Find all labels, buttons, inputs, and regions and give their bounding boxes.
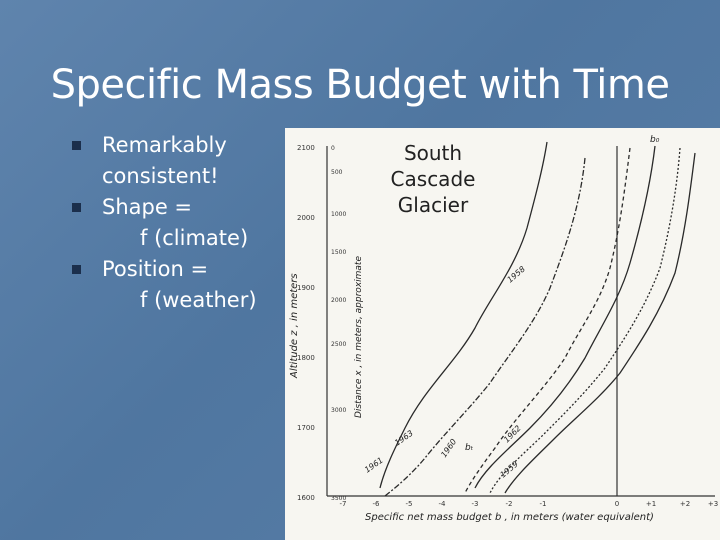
curve-1962 (504, 152, 696, 494)
curve-1960 (474, 145, 656, 489)
x-tick: -2 (506, 500, 513, 508)
x-tick: +2 (680, 500, 690, 508)
bullet-item: Shape = f (climate) (70, 192, 280, 254)
square-bullet-icon (72, 265, 81, 274)
bullet-line: f (weather) (140, 288, 257, 312)
curve-label: 1962 (502, 424, 523, 445)
x-tick: -1 (540, 500, 547, 508)
distance-tick: 1500 (331, 249, 346, 256)
curve-label: 1958 (506, 265, 527, 285)
altitude-tick: 1900 (297, 284, 315, 292)
altitude-tick: 1600 (297, 494, 315, 502)
curve-label: 1960 (439, 437, 458, 459)
square-bullet-icon (72, 141, 81, 150)
altitude-tick: 2000 (297, 214, 315, 222)
distance-tick: 3000 (331, 407, 346, 414)
x-tick: +1 (646, 500, 656, 508)
distance-ticks: 0 500 1000 1500 2000 2500 3000 3500 (331, 145, 346, 502)
bullet-line: Position = (102, 257, 209, 281)
distance-tick: 1000 (331, 211, 346, 218)
distance-tick: 2500 (331, 341, 346, 348)
curve-label: 1961 (363, 456, 385, 475)
curve-labels: 1958 1959 1960 1961 1962 1963 (363, 265, 527, 480)
curve-1959 (464, 147, 631, 494)
x-tick: -4 (439, 500, 447, 508)
bullet-line: Shape = (102, 195, 193, 219)
caption-line: South (404, 141, 462, 165)
distance-axis-label: Distance x , in meters, approximate (354, 256, 364, 418)
distance-tick: 0 (331, 145, 335, 152)
altitude-ticks: 2100 2000 1900 1800 1700 1600 (297, 144, 315, 502)
x-tick: -7 (340, 500, 347, 508)
bt-label: bₜ (465, 443, 474, 453)
curve-label: 1963 (393, 429, 415, 448)
bullet-item: Position = f (weather) (70, 254, 280, 316)
curve-1963 (384, 157, 586, 497)
distance-tick: 500 (331, 169, 343, 176)
caption-line: Glacier (398, 193, 469, 217)
bullet-line: Remarkably (102, 133, 227, 157)
figure-svg: South Cascade Glacier 2100 2000 1900 180… (289, 135, 719, 523)
mass-budget-figure: South Cascade Glacier 2100 2000 1900 180… (285, 128, 720, 540)
x-axis-label: Specific net mass budget b , in meters (… (365, 512, 654, 523)
curve-1961 (489, 147, 681, 494)
x-ticks: -7 -6 -5 -4 -3 -2 -1 0 +1 +2 +3 (340, 500, 719, 508)
bullet-item: Remarkably consistent! (70, 130, 280, 192)
x-tick: 0 (615, 500, 619, 508)
square-bullet-icon (72, 203, 81, 212)
altitude-axis-label: Altitude z , in meters (289, 273, 300, 379)
caption-line: Cascade (391, 167, 476, 191)
distance-tick: 2000 (331, 297, 346, 304)
curves (379, 141, 696, 497)
x-tick: -5 (406, 500, 413, 508)
bullet-list: Remarkably consistent! Shape = f (climat… (70, 130, 280, 316)
bullet-line: consistent! (102, 164, 219, 188)
bullet-line: f (climate) (140, 226, 249, 250)
x-tick: -6 (373, 500, 381, 508)
altitude-tick: 1700 (297, 424, 315, 432)
x-tick: +3 (708, 500, 718, 508)
x-tick: -3 (472, 500, 479, 508)
altitude-tick: 2100 (297, 144, 315, 152)
curve-1958 (379, 141, 548, 489)
distance-tick: 3500 (331, 495, 346, 502)
b0-label: b₀ (650, 135, 660, 145)
altitude-tick: 1800 (297, 354, 315, 362)
slide-title: Specific Mass Budget with Time (50, 62, 670, 108)
